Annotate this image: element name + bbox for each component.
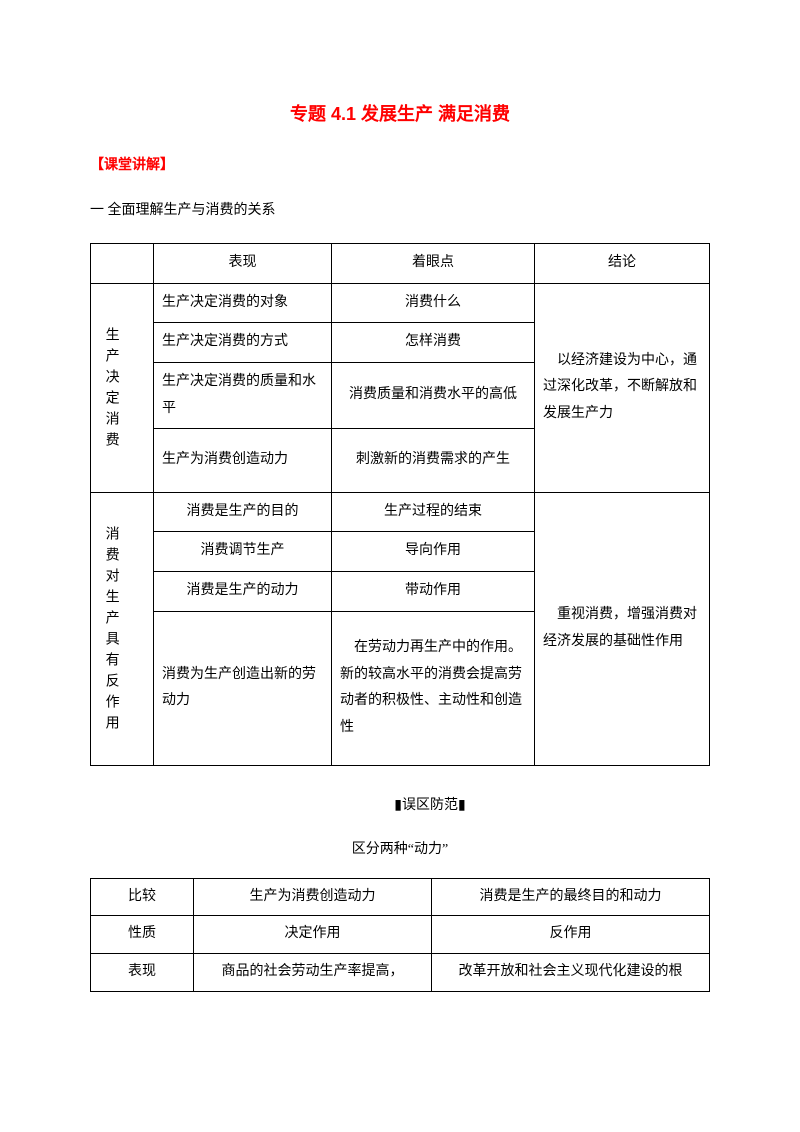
cell: 带动作用 bbox=[332, 571, 535, 611]
table-header-row: 表现 着眼点 结论 bbox=[91, 244, 710, 284]
subheading: 一 全面理解生产与消费的关系 bbox=[90, 198, 710, 223]
cell: 比较 bbox=[91, 878, 194, 916]
section-label: 【课堂讲解】 bbox=[90, 154, 710, 174]
cell: 改革开放和社会主义现代化建设的根 bbox=[432, 953, 710, 991]
table-row: 生产决定消费 生产决定消费的对象 消费什么 以经济建设为中心，通过深化改革，不断… bbox=[91, 283, 710, 323]
left-mark: ▮ bbox=[394, 798, 402, 813]
main-table: 表现 着眼点 结论 生产决定消费 生产决定消费的对象 消费什么 以经济建设为中心… bbox=[90, 243, 710, 766]
header-blank bbox=[91, 244, 154, 284]
group1-label-cell: 生产决定消费 bbox=[91, 283, 154, 492]
header-zhaoyandian: 着眼点 bbox=[332, 244, 535, 284]
cell: 导向作用 bbox=[332, 532, 535, 572]
table-row: 比较 生产为消费创造动力 消费是生产的最终目的和动力 bbox=[91, 878, 710, 916]
header-jielun: 结论 bbox=[535, 244, 710, 284]
cell: 表现 bbox=[91, 953, 194, 991]
group2-label: 消费对生产具有反作用 bbox=[97, 518, 124, 740]
header-biaoxian: 表现 bbox=[154, 244, 332, 284]
cell: 在劳动力再生产中的作用。新的较高水平的消费会提高劳动者的积极性、主动性和创造性 bbox=[332, 611, 535, 765]
group2-label-cell: 消费对生产具有反作用 bbox=[91, 492, 154, 765]
cell: 生产决定消费的对象 bbox=[154, 283, 332, 323]
cell: 生产为消费创造动力 bbox=[154, 429, 332, 493]
right-mark: ▮ bbox=[458, 798, 466, 813]
cell: 消费是生产的动力 bbox=[154, 571, 332, 611]
cell: 消费什么 bbox=[332, 283, 535, 323]
cell: 生产决定消费的方式 bbox=[154, 323, 332, 363]
cell: 商品的社会劳动生产率提高， bbox=[194, 953, 432, 991]
misunderstanding-box: ▮误区防范▮ bbox=[150, 794, 710, 814]
cell: 消费是生产的最终目的和动力 bbox=[432, 878, 710, 916]
table-row: 性质 决定作用 反作用 bbox=[91, 916, 710, 954]
cell: 性质 bbox=[91, 916, 194, 954]
page-title: 专题 4.1 发展生产 满足消费 bbox=[90, 100, 710, 126]
group2-conclusion: 重视消费，增强消费对经济发展的基础性作用 bbox=[535, 492, 710, 765]
cell: 消费为生产创造出新的劳动力 bbox=[154, 611, 332, 765]
box-label-text: 误区防范 bbox=[402, 796, 458, 812]
cell: 生产过程的结束 bbox=[332, 492, 535, 532]
cell: 生产决定消费的质量和水平 bbox=[154, 362, 332, 428]
table-row: 消费对生产具有反作用 消费是生产的目的 生产过程的结束 重视消费，增强消费对经济… bbox=[91, 492, 710, 532]
cell: 刺激新的消费需求的产生 bbox=[332, 429, 535, 493]
cell: 消费质量和消费水平的高低 bbox=[332, 362, 535, 428]
caption: 区分两种“动力” bbox=[90, 838, 710, 858]
compare-table: 比较 生产为消费创造动力 消费是生产的最终目的和动力 性质 决定作用 反作用 表… bbox=[90, 878, 710, 992]
cell: 生产为消费创造动力 bbox=[194, 878, 432, 916]
cell: 消费调节生产 bbox=[154, 532, 332, 572]
cell: 反作用 bbox=[432, 916, 710, 954]
document-page: 专题 4.1 发展生产 满足消费 【课堂讲解】 一 全面理解生产与消费的关系 表… bbox=[0, 0, 800, 1132]
group1-conclusion: 以经济建设为中心，通过深化改革，不断解放和发展生产力 bbox=[535, 283, 710, 492]
cell: 决定作用 bbox=[194, 916, 432, 954]
cell: 怎样消费 bbox=[332, 323, 535, 363]
cell: 消费是生产的目的 bbox=[154, 492, 332, 532]
table-row: 表现 商品的社会劳动生产率提高， 改革开放和社会主义现代化建设的根 bbox=[91, 953, 710, 991]
group1-label: 生产决定消费 bbox=[97, 319, 124, 457]
